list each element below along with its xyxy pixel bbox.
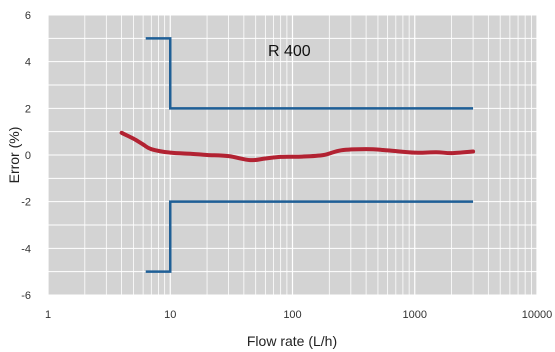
x-tick-label: 10000	[522, 309, 553, 321]
x-axis-label: Flow rate (L/h)	[247, 333, 337, 349]
tick-labels: 1 10 100 1000 10000 6 4 2 0 -2 -4 -6	[21, 10, 552, 321]
y-tick-label: -4	[21, 243, 31, 255]
y-tick-label: 4	[25, 57, 31, 69]
y-tick-label: 0	[25, 150, 31, 162]
x-tick-label: 100	[283, 309, 301, 321]
upper-limit-line	[145, 37, 474, 110]
y-axis-label: Error (%)	[6, 127, 22, 184]
x-tick-label: 1	[45, 309, 51, 321]
series-group	[119, 37, 476, 273]
lower-limit-line	[145, 200, 474, 273]
y-tick-label: 6	[25, 10, 31, 22]
y-tick-label: -6	[21, 290, 31, 302]
annotation-label: R 400	[268, 43, 311, 60]
x-tick-label: 1000	[403, 309, 427, 321]
y-tick-label: 2	[25, 103, 31, 115]
y-tick-label: -2	[21, 197, 31, 209]
error-curve-line	[119, 130, 476, 163]
x-tick-label: 10	[164, 309, 176, 321]
